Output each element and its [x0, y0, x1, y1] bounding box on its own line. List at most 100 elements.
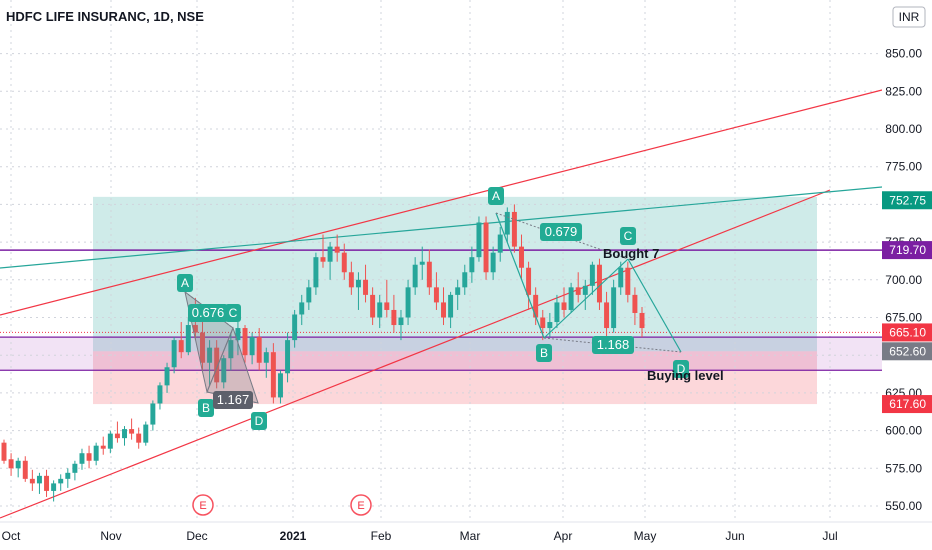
price-label-bg: [882, 323, 932, 342]
candle-body: [632, 294, 638, 313]
candle-body: [200, 332, 205, 363]
candle-body: [412, 264, 418, 288]
harmonic-1-point-a[interactable]: A: [177, 274, 193, 292]
price-tick-label: 575.00: [885, 461, 922, 475]
time-axis[interactable]: Oct Nov Dec 2021 Feb Mar Apr May Jun Jul: [2, 529, 838, 543]
candle-body: [65, 472, 71, 479]
harmonic-2-point-a[interactable]: A: [488, 187, 504, 205]
candle-body: [249, 337, 255, 356]
candle-body: [476, 222, 482, 258]
price-label-text: 652.60: [889, 344, 926, 358]
annotation-bought: Bought 7: [603, 246, 659, 261]
candle-body: [122, 429, 127, 439]
candle-body: [377, 302, 383, 318]
currency-box: [892, 6, 926, 28]
price-label: 652.60: [882, 342, 932, 361]
candle-body: [86, 453, 92, 461]
candle-body: [370, 294, 376, 318]
harmonic-1-point-c[interactable]: C: [225, 304, 241, 322]
candles-layer: [1, 204, 645, 502]
candle-body: [29, 478, 35, 484]
price-tick-label: 600.00: [885, 424, 922, 438]
price-tick-label: 825.00: [885, 84, 922, 98]
harmonic-2-point-b[interactable]: B: [536, 344, 552, 362]
time-tick-label: Jun: [725, 529, 744, 543]
price-label-bg: [882, 191, 932, 210]
candle-body: [426, 261, 432, 288]
buy-band: [0, 337, 882, 371]
price-label-text: 752.75: [889, 193, 926, 207]
currency-label: INR: [899, 10, 920, 24]
harmonic-2-cd: [627, 258, 682, 353]
point-badge-label: B: [540, 346, 548, 360]
candle-body: [8, 459, 14, 469]
time-tick-label: 2021: [280, 529, 307, 543]
price-tick-label: 550.00: [885, 499, 922, 513]
candle-body: [355, 279, 361, 288]
candle-body: [419, 261, 425, 265]
time-tick-label: Mar: [460, 529, 481, 543]
channel-bottom-line: [0, 189, 831, 519]
ratio-box-bg: [213, 391, 253, 409]
price-label-text: 617.60: [889, 397, 926, 411]
candle-body: [405, 287, 411, 318]
harmonic-1-ratio-bd: 1.167: [213, 391, 253, 409]
price-label: 617.60: [882, 395, 932, 414]
candle-body: [469, 257, 475, 273]
candle-body: [114, 433, 120, 439]
point-badge-label: D: [255, 414, 264, 428]
time-tick-label: Jul: [822, 529, 837, 543]
candle-body: [582, 285, 588, 295]
harmonic-2-point-c[interactable]: C: [620, 227, 636, 245]
harmonic-2-point-d[interactable]: D: [673, 360, 689, 378]
candle-body: [540, 317, 546, 329]
channel-top-line: [0, 89, 883, 316]
candle-body: [185, 325, 191, 353]
candle-body: [36, 475, 42, 484]
candle-body: [171, 340, 177, 368]
currency-badge[interactable]: INR: [892, 6, 926, 28]
ratio-box-label: 0.679: [545, 224, 578, 239]
event-icon: [192, 494, 214, 516]
candle-body: [604, 302, 610, 329]
trendlines-layer: [0, 89, 883, 519]
point-badge-bg: [620, 227, 636, 245]
candle-body: [93, 445, 99, 461]
annotation-buying-level: Buying level: [647, 368, 724, 383]
ratio-box-bg: [592, 336, 634, 354]
price-label: 665.10: [882, 323, 932, 342]
candle-body: [398, 317, 404, 326]
candle-body: [143, 424, 149, 443]
candle-body: [639, 312, 645, 329]
candle-body: [44, 475, 50, 491]
candle-body: [72, 463, 78, 473]
candle-body: [533, 294, 539, 318]
point-badge-label: B: [202, 401, 210, 415]
candle-body: [497, 234, 503, 253]
event-label: E: [199, 500, 206, 512]
time-tick-label: Nov: [100, 529, 121, 543]
candle-body: [164, 367, 170, 386]
time-tick-label: May: [634, 529, 657, 543]
event-marker-1[interactable]: E: [192, 494, 214, 516]
time-axis-bg: [0, 522, 932, 550]
harmonic-2-ab: [495, 212, 545, 339]
candle-body: [51, 483, 57, 491]
point-badge-bg: [225, 304, 241, 322]
candle-body: [15, 460, 21, 469]
price-label-bg: [882, 395, 932, 414]
price-label-bg: [882, 241, 932, 260]
harmonic-1-point-b[interactable]: B: [198, 399, 214, 417]
candle-body: [511, 211, 517, 247]
candle-body: [611, 287, 617, 329]
candle-body: [207, 347, 213, 363]
event-marker-2[interactable]: E: [350, 494, 372, 516]
event-label: E: [357, 500, 364, 512]
harmonic-1-point-d[interactable]: D: [251, 412, 267, 430]
candle-body: [384, 302, 390, 310]
time-tick-label: Dec: [186, 529, 207, 543]
point-badge-label: C: [229, 306, 238, 320]
candle-body: [285, 340, 291, 374]
